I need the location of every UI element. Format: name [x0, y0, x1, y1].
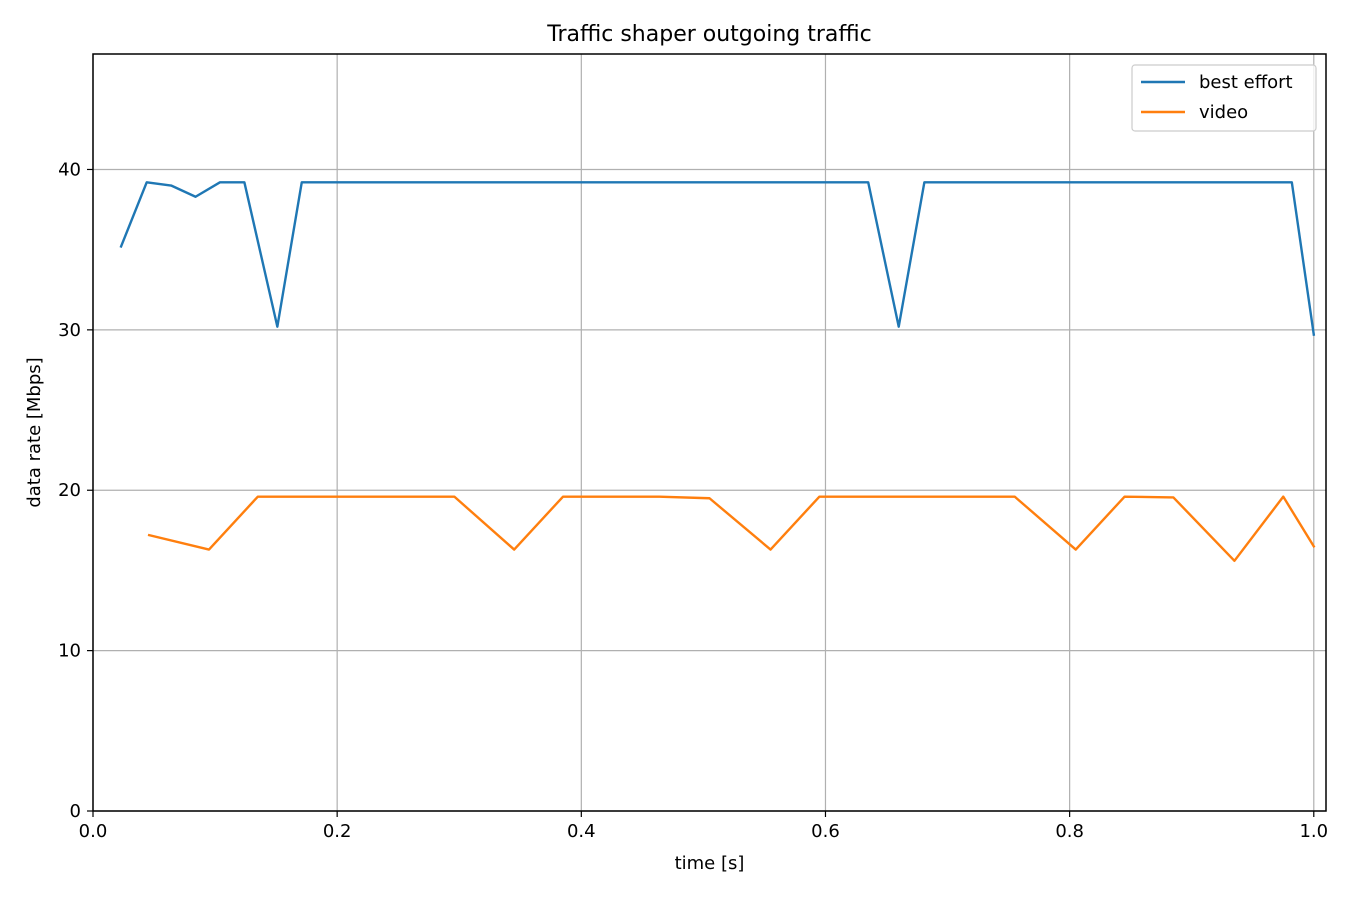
ticks: 0.0 0.2 0.4 0.6 0.8 1.0 0 10 20 30 40 — [58, 159, 1328, 842]
legend-label-best-effort: best effort — [1199, 72, 1293, 93]
y-tick-label: 20 — [58, 480, 81, 501]
y-axis-label: data rate [Mbps] — [24, 357, 45, 507]
x-tick-label: 0.4 — [567, 821, 596, 842]
x-tick-label: 0.2 — [323, 821, 352, 842]
x-tick-label: 0.0 — [79, 821, 108, 842]
chart-title: Traffic shaper outgoing traffic — [546, 22, 872, 47]
y-tick-label: 0 — [70, 801, 81, 822]
x-tick-label: 1.0 — [1299, 821, 1328, 842]
x-axis-label: time [s] — [675, 853, 745, 874]
x-tick-label: 0.6 — [811, 821, 840, 842]
y-tick-label: 30 — [58, 320, 81, 341]
legend-label-video: video — [1199, 102, 1248, 123]
plot-frame — [92, 53, 1327, 812]
y-tick-label: 10 — [58, 641, 81, 662]
series-line-best-effort — [119, 181, 1316, 337]
legend: best effort video — [1131, 64, 1317, 132]
series-line-video — [147, 495, 1316, 563]
x-tick-label: 0.8 — [1055, 821, 1084, 842]
y-tick-label: 40 — [58, 159, 81, 180]
series-layer — [119, 181, 1316, 563]
